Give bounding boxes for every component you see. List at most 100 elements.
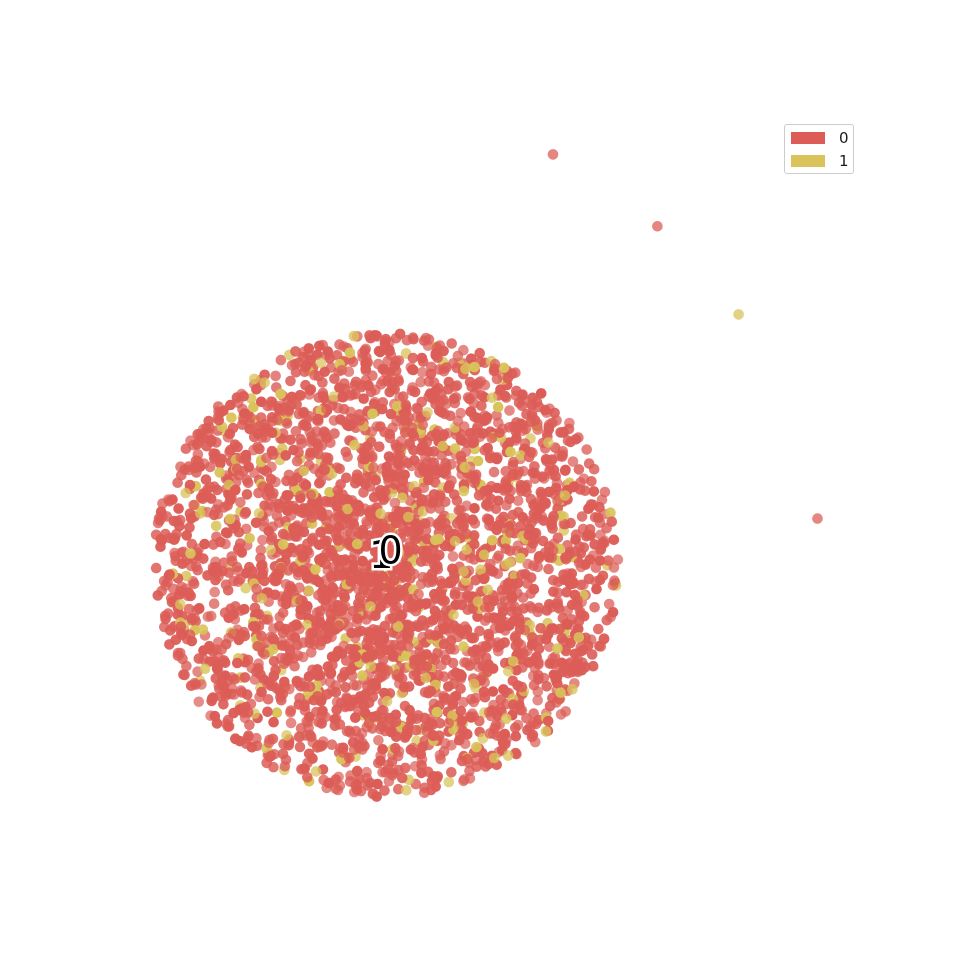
scatter-point-0 [164,569,175,580]
scatter-point-0 [432,463,444,474]
scatter-point-0 [379,725,391,737]
scatter-point-0 [295,609,306,620]
scatter-point-0 [446,338,458,349]
scatter-point-0 [410,605,422,617]
scatter-point-0 [362,681,373,692]
scatter-point-0 [312,627,323,639]
scatter-point-1 [303,585,315,596]
scatter-point-0 [415,556,427,567]
scatter-point-1 [486,392,498,404]
scatter-point-0 [358,393,370,405]
scatter-point-0 [345,664,357,676]
scatter-point-0 [244,423,255,435]
scatter-point-0 [458,696,469,708]
scatter-point-0 [531,396,543,408]
scatter-point-0 [519,624,531,636]
scatter-point-0 [348,679,360,691]
scatter-point-0 [316,709,328,720]
scatter-point-0 [236,388,247,400]
scatter-point-0 [561,587,572,598]
scatter-point-1 [310,564,321,575]
scatter-point-0 [176,581,187,593]
scatter-point-0 [445,643,456,655]
scatter-point-0 [391,601,403,613]
scatter-point-0 [170,551,181,562]
scatter-point-0 [363,575,374,587]
scatter-point-0 [360,365,372,376]
scatter-point-0 [542,715,554,727]
scatter-point-0 [361,614,372,625]
scatter-point-0 [346,627,357,639]
scatter-point-0 [402,633,414,644]
scatter-point-1 [195,508,206,519]
scatter-point-0 [351,473,362,484]
scatter-point-0 [531,651,542,663]
scatter-point-0 [253,608,265,620]
scatter-point-0 [225,399,236,411]
scatter-point-0 [506,606,517,617]
scatter-point-0 [211,437,222,448]
scatter-point-0 [341,472,352,484]
scatter-point-0 [322,346,334,357]
scatter-point-0 [263,737,275,749]
scatter-point-0 [544,403,555,415]
scatter-point-0 [300,479,312,491]
scatter-point-0 [322,689,333,700]
scatter-point-0 [540,454,552,465]
scatter-point-0 [513,506,524,518]
scatter-point-0 [277,607,289,618]
scatter-point-0 [331,696,343,708]
scatter-point-0 [599,486,611,498]
scatter-point-0 [252,428,264,440]
scatter-point-1 [248,401,259,413]
scatter-point-0 [510,630,522,642]
scatter-point-0 [338,403,350,415]
scatter-point-0 [440,496,451,508]
scatter-point-0 [495,694,507,705]
scatter-point-0 [377,744,388,755]
scatter-point-0 [562,568,574,579]
scatter-point-0 [409,534,421,545]
scatter-point-0 [558,518,570,530]
scatter-point-0 [477,671,488,682]
scatter-point-0 [213,571,224,582]
scatter-point-0 [462,753,473,765]
scatter-point-0 [535,502,546,514]
scatter-point-1 [460,462,471,473]
scatter-point-0 [266,531,278,543]
scatter-point-0 [192,564,203,576]
scatter-point-0 [313,370,324,382]
scatter-point-0 [223,567,235,578]
scatter-point-0 [395,640,407,651]
scatter-point-0 [595,641,607,652]
scatter-point-0 [252,441,263,453]
scatter-point-1 [443,776,455,788]
scatter-point-0 [597,570,609,582]
scatter-point-0 [257,534,268,546]
scatter-point-0 [511,417,522,428]
scatter-point-0 [440,518,451,529]
scatter-point-0 [540,633,552,645]
scatter-point-1 [469,361,480,373]
scatter-point-0 [602,555,614,566]
scatter-point-0 [526,517,537,528]
scatter-point-1 [555,687,566,698]
scatter-point-1 [349,439,360,451]
scatter-point-0 [411,486,423,498]
scatter-point-0 [459,774,470,785]
scatter-point-0 [210,561,221,573]
scatter-point-0 [324,676,336,688]
scatter-point-0 [517,662,528,673]
scatter-point-0 [448,393,460,405]
scatter-point-0 [218,655,230,666]
scatter-point-0 [309,463,320,475]
scatter-point-0 [305,489,317,501]
scatter-point-0 [347,389,358,400]
scatter-point-0 [469,503,480,514]
scatter-point-0 [360,479,371,490]
scatter-point-0 [443,376,455,388]
scatter-point-0 [240,449,252,461]
scatter-point-0 [233,634,245,646]
scatter-point-0 [535,623,546,634]
scatter-point-0 [392,510,404,521]
